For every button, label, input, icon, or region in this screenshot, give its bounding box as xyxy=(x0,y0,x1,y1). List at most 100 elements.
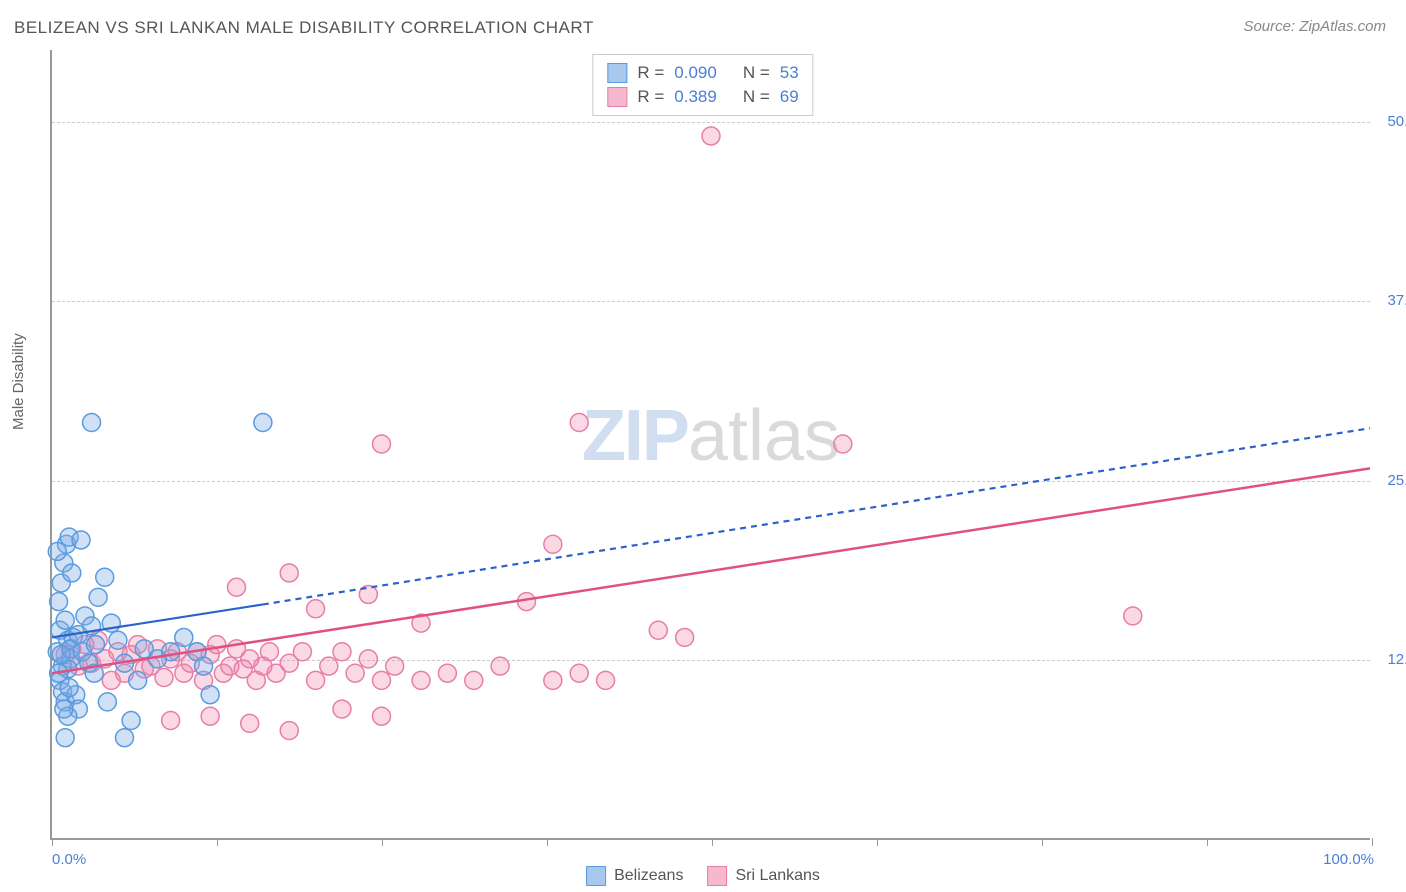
data-point xyxy=(544,671,562,689)
x-tick xyxy=(382,838,383,846)
data-point xyxy=(465,671,483,689)
x-axis-end-label: 100.0% xyxy=(1323,851,1374,868)
y-axis-title: Male Disability xyxy=(10,333,27,430)
data-point xyxy=(50,593,68,611)
data-point xyxy=(89,588,107,606)
data-point xyxy=(195,657,213,675)
data-point xyxy=(649,621,667,639)
data-point xyxy=(438,664,456,682)
data-point xyxy=(83,414,101,432)
data-point xyxy=(98,693,116,711)
data-point xyxy=(359,650,377,668)
data-point xyxy=(162,712,180,730)
data-point xyxy=(293,643,311,661)
data-point xyxy=(55,700,73,718)
data-point xyxy=(373,671,391,689)
data-point xyxy=(544,535,562,553)
data-point xyxy=(122,712,140,730)
legend-item-srilankans: Sri Lankans xyxy=(707,866,820,886)
legend-stats-row-belizeans: R = 0.090 N = 53 xyxy=(607,61,798,85)
legend-stats-row-srilankans: R = 0.389 N = 69 xyxy=(607,85,798,109)
x-tick xyxy=(1207,838,1208,846)
data-point xyxy=(241,714,259,732)
legend-swatch-belizeans xyxy=(607,63,627,83)
legend-label-srilankans: Sri Lankans xyxy=(735,867,820,885)
r-value-srilankans: 0.389 xyxy=(674,87,717,107)
x-tick xyxy=(217,838,218,846)
data-point xyxy=(333,643,351,661)
data-point xyxy=(201,707,219,725)
data-point xyxy=(307,600,325,618)
n-value-belizeans: 53 xyxy=(780,63,799,83)
x-tick xyxy=(712,838,713,846)
x-tick xyxy=(1372,838,1373,846)
legend-swatch-belizeans xyxy=(586,866,606,886)
legend-stats: R = 0.090 N = 53 R = 0.389 N = 69 xyxy=(592,54,813,116)
y-tick-label: 12.5% xyxy=(1375,651,1406,668)
data-point xyxy=(228,578,246,596)
source-attribution: Source: ZipAtlas.com xyxy=(1243,18,1386,35)
scatter-svg xyxy=(52,50,1370,838)
legend-label-belizeans: Belizeans xyxy=(614,867,683,885)
data-point xyxy=(56,729,74,747)
chart-title: BELIZEAN VS SRI LANKAN MALE DISABILITY C… xyxy=(14,18,594,38)
data-point xyxy=(570,664,588,682)
n-label: N = xyxy=(743,63,770,83)
legend-swatch-srilankans xyxy=(707,866,727,886)
r-label: R = xyxy=(637,87,664,107)
regression-line xyxy=(52,468,1370,673)
data-point xyxy=(491,657,509,675)
data-point xyxy=(116,729,134,747)
data-point xyxy=(72,531,90,549)
y-tick-label: 50.0% xyxy=(1375,113,1406,130)
data-point xyxy=(175,628,193,646)
data-point xyxy=(109,631,127,649)
data-point xyxy=(412,671,430,689)
data-point xyxy=(570,414,588,432)
n-label: N = xyxy=(743,87,770,107)
data-point xyxy=(386,657,404,675)
data-point xyxy=(320,657,338,675)
legend-categories: Belizeans Sri Lankans xyxy=(586,866,820,886)
data-point xyxy=(63,564,81,582)
legend-swatch-srilankans xyxy=(607,87,627,107)
data-point xyxy=(208,636,226,654)
data-point xyxy=(60,679,78,697)
data-point xyxy=(702,127,720,145)
data-point xyxy=(373,707,391,725)
plot-area: ZIPatlas 0.0% 100.0% 12.5%25.0%37.5%50.0… xyxy=(50,50,1370,840)
data-point xyxy=(155,669,173,687)
y-tick-label: 37.5% xyxy=(1375,292,1406,309)
data-point xyxy=(280,564,298,582)
y-tick-label: 25.0% xyxy=(1375,472,1406,489)
data-point xyxy=(346,664,364,682)
x-tick xyxy=(547,838,548,846)
n-value-srilankans: 69 xyxy=(780,87,799,107)
data-point xyxy=(254,414,272,432)
data-point xyxy=(162,643,180,661)
data-point xyxy=(129,671,147,689)
x-axis-start-label: 0.0% xyxy=(52,851,86,868)
data-point xyxy=(52,646,70,664)
data-point xyxy=(48,542,66,560)
data-point xyxy=(260,643,278,661)
data-point xyxy=(676,628,694,646)
x-tick xyxy=(52,838,53,846)
r-label: R = xyxy=(637,63,664,83)
data-point xyxy=(201,686,219,704)
x-tick xyxy=(877,838,878,846)
legend-item-belizeans: Belizeans xyxy=(586,866,683,886)
chart-container: BELIZEAN VS SRI LANKAN MALE DISABILITY C… xyxy=(0,0,1406,892)
data-point xyxy=(373,435,391,453)
data-point xyxy=(834,435,852,453)
x-tick xyxy=(1042,838,1043,846)
data-point xyxy=(597,671,615,689)
regression-line-dashed xyxy=(263,428,1370,604)
data-point xyxy=(56,611,74,629)
data-point xyxy=(87,636,105,654)
data-point xyxy=(333,700,351,718)
r-value-belizeans: 0.090 xyxy=(674,63,717,83)
data-point xyxy=(96,568,114,586)
data-point xyxy=(280,722,298,740)
data-point xyxy=(1124,607,1142,625)
